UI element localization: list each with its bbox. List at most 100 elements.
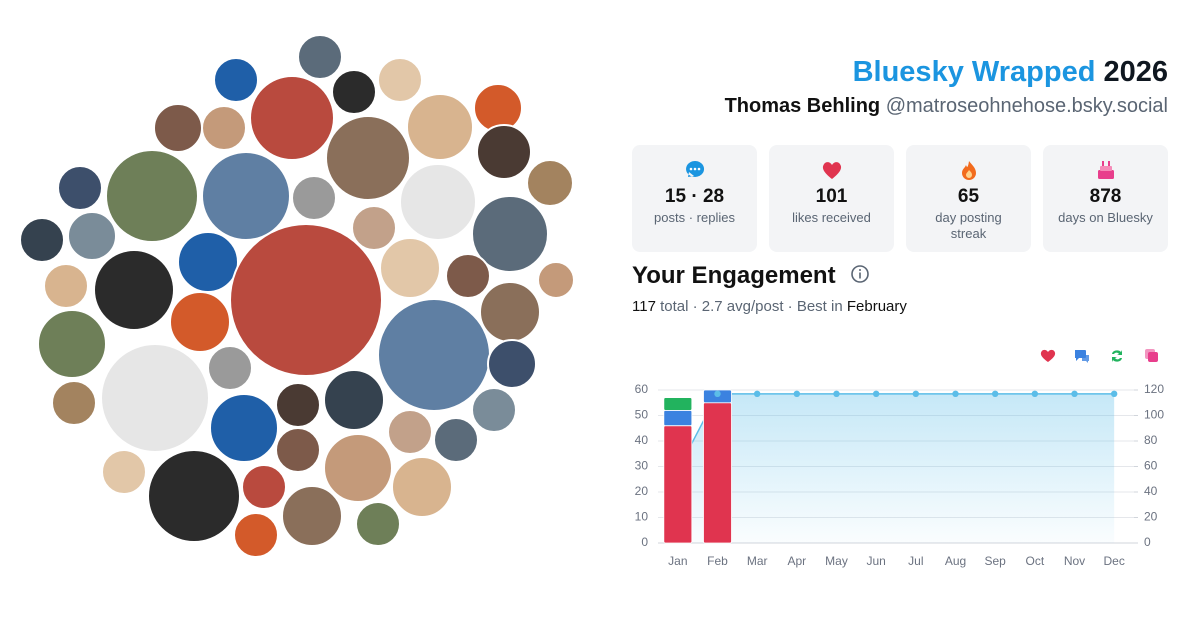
- y2-tick-label: 40: [1144, 484, 1158, 498]
- avatar[interactable]: [325, 115, 411, 201]
- avatar[interactable]: [275, 427, 321, 473]
- section-heading: Your Engagement: [632, 262, 870, 290]
- avatar[interactable]: [201, 105, 247, 151]
- avatar[interactable]: [351, 205, 397, 251]
- heart-icon: [822, 162, 842, 179]
- summary-total: 117: [632, 298, 656, 315]
- avatar[interactable]: [169, 291, 231, 353]
- x-tick-label: Dec: [1103, 554, 1124, 568]
- stat-card: 101 likes received: [769, 145, 894, 252]
- chat-icon: [686, 161, 705, 177]
- y-tick-label: 50: [635, 408, 649, 422]
- avatar[interactable]: [37, 309, 107, 379]
- x-tick-label: May: [825, 554, 848, 568]
- summary-text: total · 2.7 avg/post · Best in: [660, 298, 843, 315]
- y2-tick-label: 100: [1144, 408, 1164, 422]
- line-point: [1110, 390, 1118, 398]
- avatar[interactable]: [331, 69, 377, 115]
- avatar[interactable]: [249, 75, 335, 161]
- bar-segment: [663, 425, 693, 544]
- x-tick-label: Jan: [668, 554, 687, 568]
- avatar[interactable]: [471, 387, 517, 433]
- avatar[interactable]: [177, 231, 239, 293]
- legend-icon[interactable]: [1112, 350, 1122, 362]
- avatar[interactable]: [479, 281, 541, 343]
- avatar[interactable]: [399, 163, 477, 241]
- avatar[interactable]: [406, 93, 474, 161]
- summary: 117 total · 2.7 avg/post · Best in Febru…: [632, 298, 907, 315]
- avatar[interactable]: [323, 369, 385, 431]
- line-point: [912, 390, 920, 398]
- avatar[interactable]: [377, 57, 423, 103]
- avatar[interactable]: [241, 464, 287, 510]
- avatar[interactable]: [51, 380, 97, 426]
- stat-card: 65 day posting streak: [906, 145, 1031, 252]
- avatar[interactable]: [153, 103, 203, 153]
- avatar[interactable]: [201, 151, 291, 241]
- stat-value: 878: [1089, 186, 1122, 207]
- avatar[interactable]: [471, 195, 549, 273]
- bar-segment: [663, 410, 693, 427]
- avatar[interactable]: [526, 159, 574, 207]
- line-point: [991, 390, 999, 398]
- avatar[interactable]: [291, 175, 337, 221]
- avatar[interactable]: [445, 253, 491, 299]
- avatar[interactable]: [209, 393, 279, 463]
- avatar[interactable]: [281, 485, 343, 547]
- stat-label: posts · replies: [654, 210, 735, 225]
- stat-card: 878 days on Bluesky: [1043, 145, 1168, 252]
- y-tick-label: 40: [635, 433, 649, 447]
- avatar[interactable]: [433, 417, 479, 463]
- avatar[interactable]: [377, 298, 491, 412]
- avatar[interactable]: [487, 339, 537, 389]
- avatar[interactable]: [387, 409, 433, 455]
- avatar[interactable]: [93, 249, 175, 331]
- avatar[interactable]: [229, 223, 383, 377]
- y2-tick-label: 20: [1144, 510, 1158, 524]
- legend-icon[interactable]: [1075, 350, 1089, 363]
- avatar[interactable]: [67, 211, 117, 261]
- avatar[interactable]: [391, 456, 453, 518]
- avatar[interactable]: [100, 343, 210, 453]
- y2-tick-label: 0: [1144, 535, 1151, 549]
- avatar[interactable]: [105, 149, 199, 243]
- x-tick-label: Mar: [747, 554, 768, 568]
- user-handle: @matroseohnehose.bsky.social: [885, 95, 1168, 117]
- x-tick-label: Oct: [1025, 554, 1044, 568]
- legend-icon[interactable]: [1145, 349, 1158, 362]
- avatar[interactable]: [213, 57, 259, 103]
- heading-text: Your Engagement: [632, 262, 836, 289]
- line-point: [1071, 390, 1078, 398]
- y2-tick-label: 80: [1144, 433, 1158, 447]
- line-point: [833, 390, 840, 398]
- stat-value: 15 · 28: [664, 186, 725, 207]
- avatar[interactable]: [323, 433, 393, 503]
- stat-label: day posting streak: [935, 210, 1002, 241]
- avatar[interactable]: [379, 237, 441, 299]
- avatar[interactable]: [297, 34, 343, 80]
- y2-tick-label: 60: [1144, 459, 1158, 473]
- brand: Bluesky Wrapped: [852, 56, 1096, 88]
- avatar[interactable]: [43, 263, 89, 309]
- avatar[interactable]: [19, 217, 65, 263]
- bar-segment: [663, 397, 693, 411]
- y-tick-label: 30: [635, 459, 649, 473]
- info-icon[interactable]: [850, 264, 870, 284]
- avatar[interactable]: [233, 512, 279, 558]
- avatar[interactable]: [101, 449, 147, 495]
- legend-icon[interactable]: [1040, 349, 1056, 362]
- user: Thomas Behling @matroseohnehose.bsky.soc…: [725, 95, 1168, 118]
- avatar[interactable]: [476, 124, 532, 180]
- y-tick-label: 60: [635, 382, 649, 396]
- summary-best: February: [846, 298, 907, 315]
- avatar[interactable]: [355, 501, 401, 547]
- avatar[interactable]: [147, 449, 241, 543]
- avatar[interactable]: [207, 345, 253, 391]
- line-point: [952, 390, 959, 398]
- avatar[interactable]: [57, 165, 103, 211]
- stat-label: likes received: [792, 210, 871, 225]
- avatar[interactable]: [537, 261, 575, 299]
- x-tick-label: Nov: [1064, 554, 1085, 568]
- stat-label: days on Bluesky: [1058, 210, 1153, 225]
- avatar[interactable]: [275, 382, 321, 428]
